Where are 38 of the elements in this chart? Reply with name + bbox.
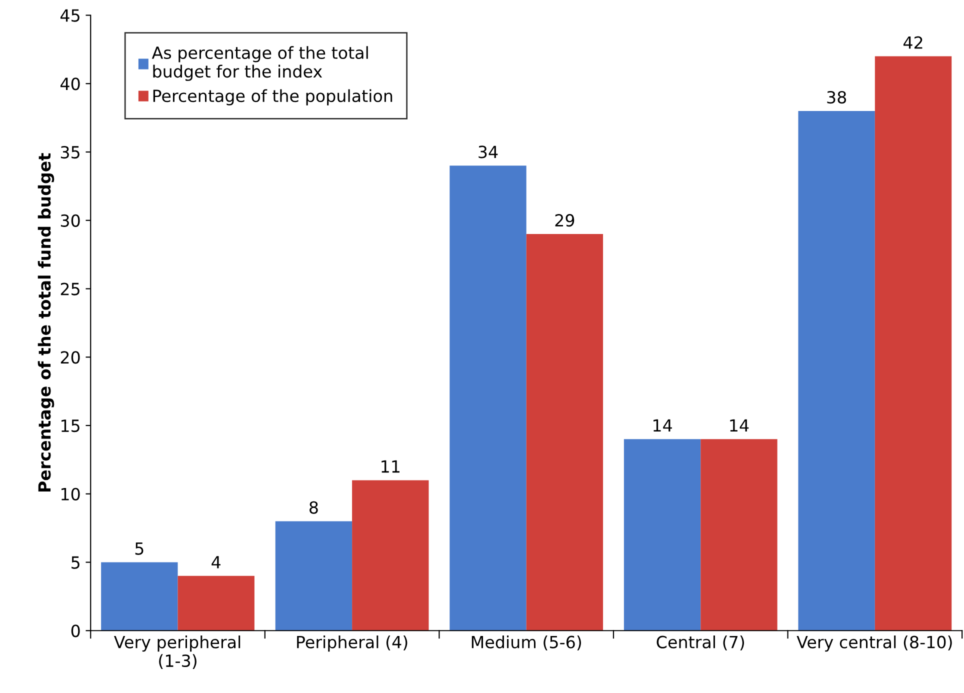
y-tick-label: 25	[60, 282, 80, 296]
y-tick-label: 10	[62, 488, 80, 500]
bar	[624, 439, 701, 631]
data-label: 8	[310, 501, 318, 514]
bar	[874, 56, 952, 631]
x-tick-label: Very peripheral (1-3)	[114, 635, 240, 670]
y-tick-label: 15	[62, 420, 80, 432]
data-label: 4	[212, 556, 220, 568]
y-tick-label: 35	[60, 146, 80, 159]
x-tick-label: Very central (8-10)	[796, 635, 952, 652]
bar	[526, 234, 604, 631]
bar	[101, 562, 178, 631]
y-axis-title: Percentage of the total fund budget	[38, 153, 54, 492]
x-tick-label: Peripheral (4)	[297, 635, 408, 652]
data-label: 5	[135, 542, 144, 555]
bar	[352, 480, 429, 631]
bar	[178, 576, 254, 631]
x-tick-label: Medium (5-6)	[472, 635, 581, 650]
y-tick-label: 45	[60, 9, 80, 22]
data-label: 42	[903, 36, 922, 49]
y-tick-label: 30	[60, 214, 80, 227]
data-label: 14	[730, 419, 749, 432]
bar	[798, 110, 875, 631]
data-label: 14	[654, 419, 672, 432]
data-label: 34	[478, 146, 498, 158]
y-tick-label: 0	[71, 624, 80, 638]
data-label: 11	[382, 460, 400, 473]
bar	[450, 166, 526, 631]
y-tick-label: 5	[72, 556, 80, 569]
x-tick-label: Central (7)	[656, 635, 744, 650]
data-label: 38	[827, 90, 846, 104]
y-tick-label: 20	[60, 351, 80, 364]
bar	[275, 521, 352, 631]
y-tick-label: 40	[60, 78, 80, 90]
legend-label: As percentage of the total budget for the index	[152, 46, 368, 81]
legend-label: Percentage of the population	[153, 89, 392, 106]
bar	[700, 439, 778, 631]
data-label: 29	[555, 214, 574, 227]
